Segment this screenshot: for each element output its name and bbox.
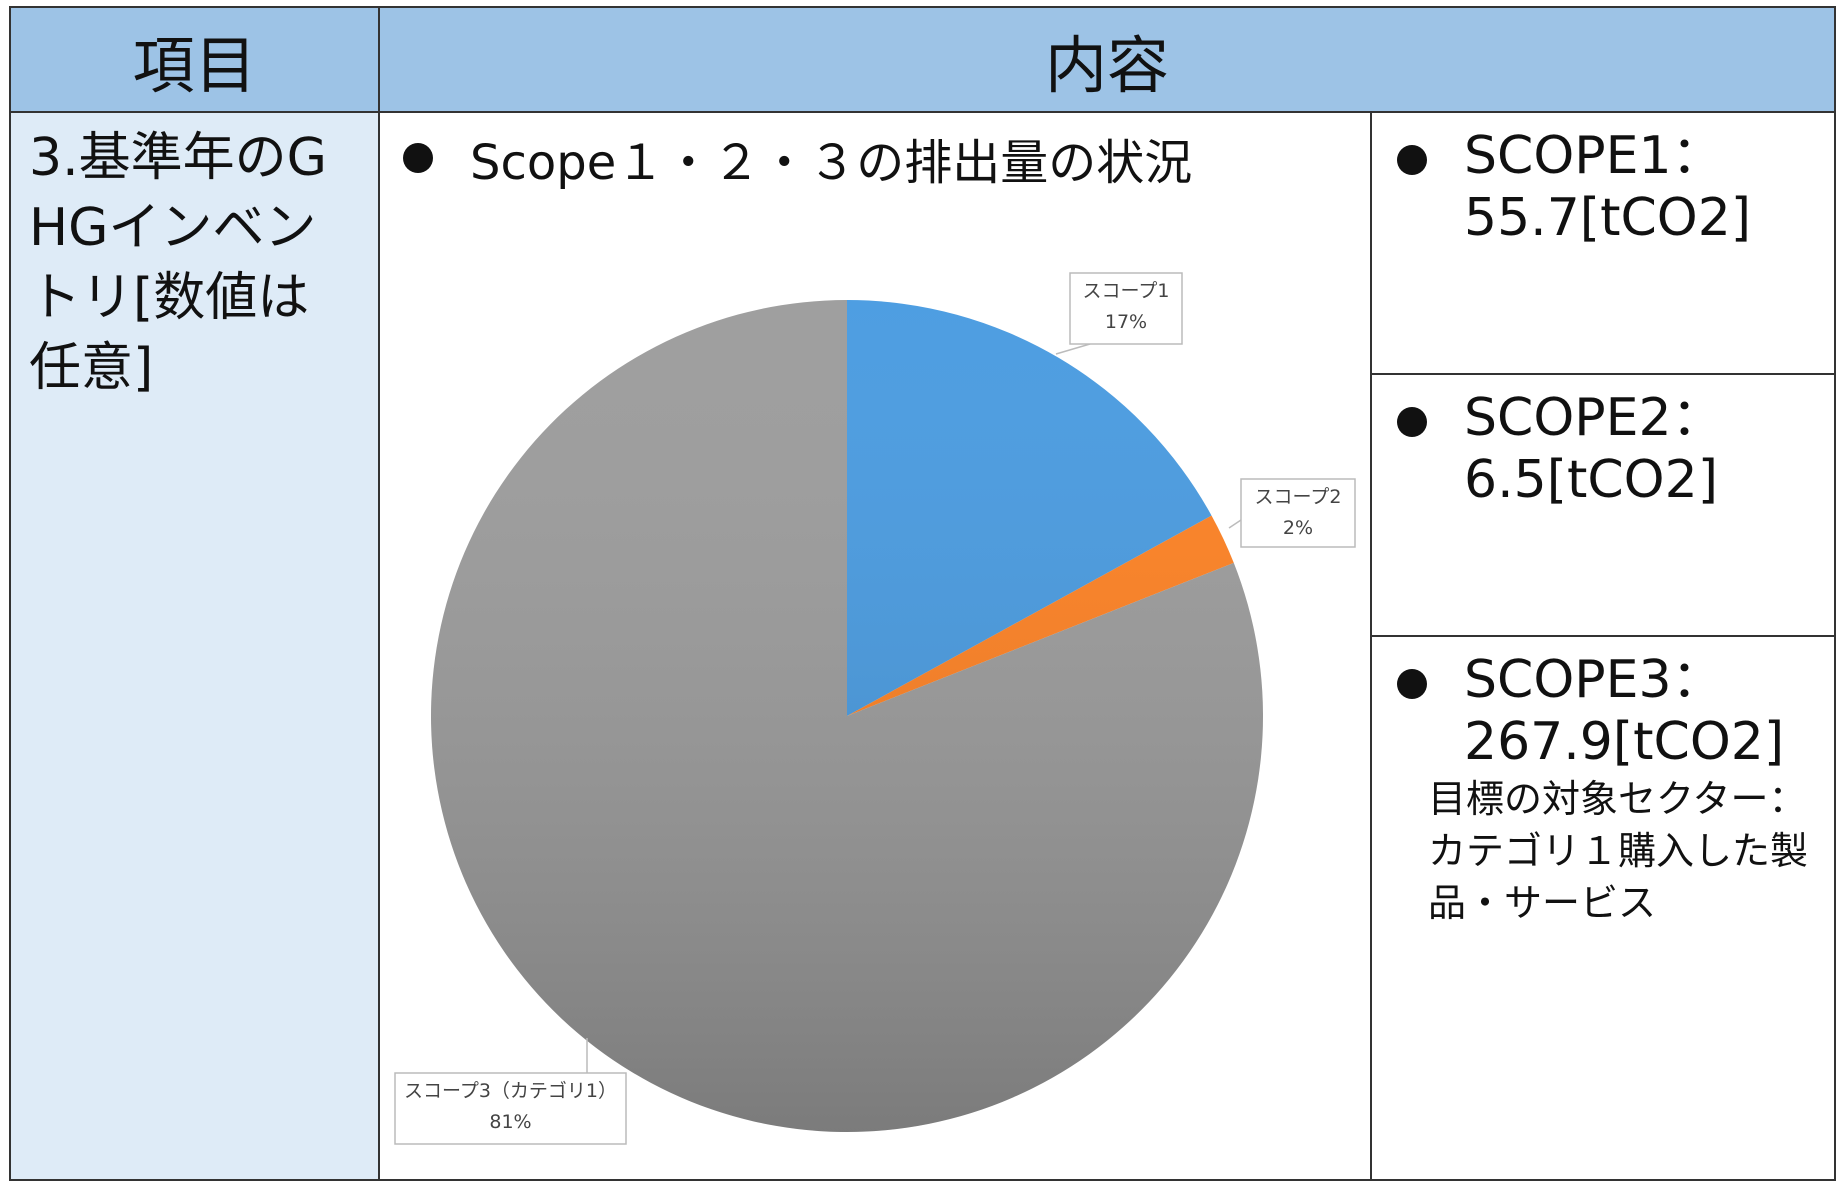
slice-label: スコープ2 — [1255, 486, 1342, 508]
slice-value: 2% — [1283, 517, 1313, 539]
slice-label: スコープ1 — [1083, 280, 1170, 302]
bullet — [1397, 145, 1427, 175]
slice-value: 81% — [489, 1111, 531, 1133]
label-box — [394, 1072, 627, 1145]
scope-cell: SCOPE3： 267.9[tCO2] 目標の対象セクター：カテゴリ１購入した製品… — [1370, 635, 1836, 1181]
leader-line — [1055, 343, 1091, 355]
scope-value: 267.9[tCO2] — [1464, 712, 1785, 772]
slice-label: スコープ3（カテゴリ1） — [404, 1080, 617, 1102]
scope-label: SCOPE3： — [1464, 650, 1724, 710]
bullet — [1397, 407, 1427, 437]
bullet — [1397, 669, 1427, 699]
leader-line — [1228, 519, 1242, 529]
scope-value: 6.5[tCO2] — [1464, 450, 1718, 510]
item-text: 3.基準年のGHGインベントリ[数値は任意] — [29, 128, 327, 398]
chart-heading: Scope１・２・３の排出量の状況 — [470, 135, 1193, 191]
slice-value: 17% — [1105, 311, 1147, 333]
header-text: 内容 — [1044, 28, 1169, 102]
label-box — [1240, 478, 1356, 548]
scope-cell: SCOPE1： 55.7[tCO2] — [1370, 111, 1836, 375]
scope-value: 55.7[tCO2] — [1464, 188, 1752, 248]
header-text: 項目 — [132, 28, 257, 102]
scope-label: SCOPE2： — [1464, 388, 1724, 448]
header-cell: 項目 — [9, 6, 380, 113]
label-box — [1069, 272, 1183, 345]
note: 目標の対象セクター：カテゴリ１購入した製品・サービス — [1428, 777, 1809, 925]
item-cell: 3.基準年のGHGインベントリ[数値は任意] — [9, 111, 380, 1181]
chart-cell: Scope１・２・３の排出量の状況 — [378, 111, 1372, 1181]
scope-label: SCOPE1： — [1464, 126, 1724, 186]
bullet — [403, 143, 433, 173]
